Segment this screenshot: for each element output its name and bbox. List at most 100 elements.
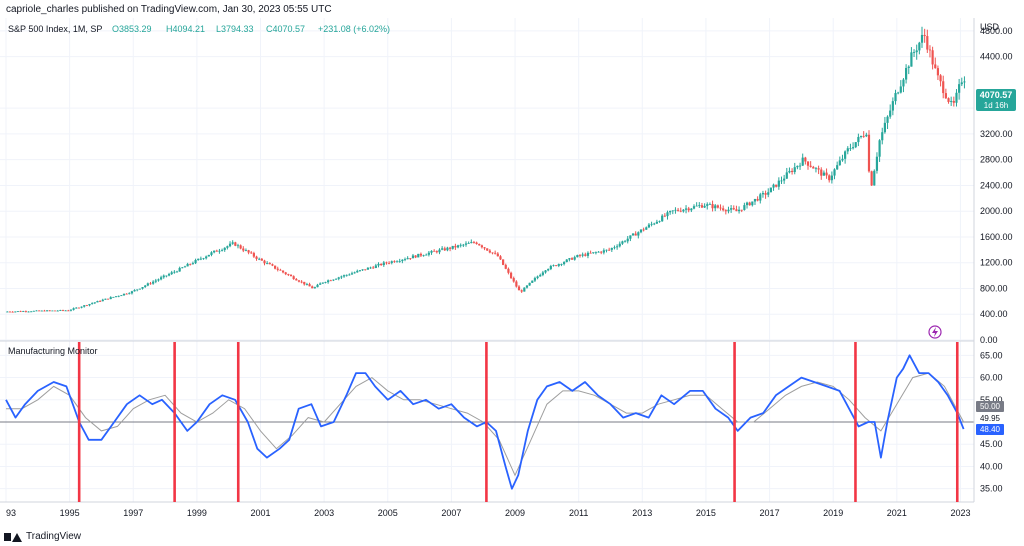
candle-body — [531, 280, 534, 283]
indicator-title[interactable]: Manufacturing Monitor — [8, 346, 98, 356]
candle-body — [793, 167, 796, 173]
countdown-label: 1d 16h — [984, 101, 1008, 110]
candle-body — [621, 241, 624, 244]
candle-body — [337, 277, 340, 279]
candle-body — [780, 180, 783, 182]
candle-body — [462, 244, 465, 246]
candle-body — [101, 299, 104, 302]
time-axis[interactable]: 93 1995 1997 1999 2001 2003 2005 2007 2009 2011 20… — [6, 508, 970, 518]
candle-body — [560, 264, 563, 265]
candle-body — [735, 209, 738, 212]
candle-body — [820, 169, 823, 176]
indicator-series[interactable] — [5, 354, 965, 490]
indicator-tick-label: 60.00 — [980, 373, 1003, 383]
last-price-badge: 4070.57 1d 16h — [976, 89, 1016, 111]
candle-body — [239, 245, 242, 249]
candle-body — [528, 282, 531, 286]
candle-body — [159, 277, 163, 280]
candle-body — [43, 310, 46, 312]
time-tick-label: 2003 — [314, 508, 334, 518]
candle-body — [419, 253, 423, 256]
candle-body — [125, 293, 128, 295]
ohlc-low: L3794.33 — [216, 24, 254, 34]
candle-body — [586, 252, 590, 256]
candle-body — [276, 268, 279, 270]
candle-body — [464, 243, 468, 245]
candle-body — [584, 254, 587, 256]
indicator-axis[interactable]: 35.00 40.00 45.00 55.00 60.00 65.00 — [980, 350, 1003, 493]
candle-body — [833, 169, 836, 176]
candle-body — [27, 311, 30, 313]
candle-body — [281, 270, 285, 273]
candle-body — [345, 274, 348, 276]
candle-body — [348, 274, 351, 276]
candle-body — [825, 172, 828, 176]
candle-body — [687, 208, 690, 211]
footer-brand[interactable]: TradingView — [4, 531, 81, 542]
candle-body — [478, 243, 481, 246]
candle-body — [939, 75, 942, 82]
candle-body — [141, 287, 144, 289]
candle-body — [907, 66, 910, 68]
candle-body — [912, 52, 916, 53]
candle-body — [303, 281, 306, 285]
candle-body — [565, 259, 568, 263]
candle-body — [562, 262, 566, 265]
candle-body — [236, 245, 240, 247]
candle-body — [568, 258, 571, 260]
candle-body — [555, 265, 558, 267]
candle-body — [45, 310, 49, 312]
candle-body — [470, 242, 473, 244]
manufacturing-line — [5, 354, 965, 490]
candle-body — [576, 255, 579, 258]
candle-body — [244, 250, 248, 252]
last-price-label: 4070.57 — [980, 90, 1013, 100]
candle-body — [11, 311, 14, 313]
candle-body — [700, 205, 704, 208]
price-axis[interactable]: 0.00 400.00 800.00 1200.00 1600.00 2000.00 240… — [980, 26, 1013, 345]
signal-line — [6, 372, 965, 477]
candle-body — [133, 290, 136, 292]
candle-body — [488, 250, 491, 253]
candle-body — [600, 251, 603, 253]
candle-body — [377, 263, 380, 266]
candle-body — [711, 204, 714, 209]
candle-body — [891, 101, 894, 111]
candle-body — [905, 67, 908, 80]
candle-body — [934, 64, 937, 69]
candle-body — [319, 283, 322, 285]
candle-body — [353, 272, 356, 274]
candle-body — [385, 262, 388, 264]
candle-body — [186, 263, 189, 267]
candle-body — [610, 248, 613, 250]
candle-body — [663, 215, 666, 217]
candle-body — [16, 311, 20, 313]
candle-body — [59, 310, 62, 311]
candle-body — [552, 265, 555, 267]
price-series[interactable] — [6, 26, 966, 313]
signal-markers — [77, 342, 959, 502]
time-tick-label: 2007 — [441, 508, 461, 518]
candle-body — [931, 50, 934, 65]
indicator-tick-label: 55.00 — [980, 395, 1003, 405]
candle-body — [398, 261, 401, 262]
candle-body — [520, 290, 523, 292]
candle-body — [88, 304, 91, 306]
candle-body — [944, 93, 947, 99]
candle-body — [764, 193, 767, 195]
candle-body — [202, 258, 205, 260]
candle-body — [340, 276, 343, 278]
time-tick-label: 93 — [6, 508, 16, 518]
candle-body — [162, 275, 165, 278]
candle-body — [260, 258, 263, 261]
candle-body — [311, 286, 314, 289]
candle-body — [899, 86, 902, 93]
symbol-title[interactable]: S&P 500 Index, 1M, SP — [8, 24, 102, 34]
lightning-icon[interactable] — [928, 325, 942, 339]
candle-body — [618, 243, 621, 247]
candle-body — [316, 284, 319, 288]
ohlc-open: O3853.29 — [112, 24, 152, 34]
candle-body — [682, 209, 685, 212]
time-tick-label: 2021 — [887, 508, 907, 518]
indicator-tick-label: 40.00 — [980, 461, 1003, 471]
